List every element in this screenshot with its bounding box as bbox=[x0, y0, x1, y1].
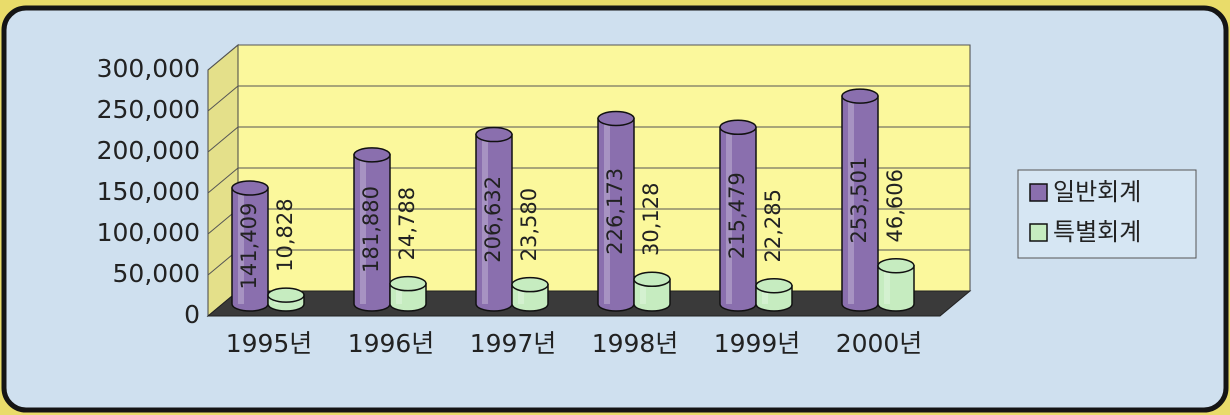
x-tick-label: 1995년 bbox=[226, 329, 313, 358]
cylinder-top bbox=[633, 271, 671, 288]
cylinder-top bbox=[877, 258, 915, 274]
x-tick-label: 2000년 bbox=[836, 329, 923, 358]
cylinder-shine bbox=[848, 96, 854, 304]
x-tick-label: 1998년 bbox=[592, 329, 679, 358]
cylinder-shine bbox=[482, 134, 488, 304]
value-label: 181,880 bbox=[359, 186, 383, 273]
x-tick-label: 1997년 bbox=[470, 329, 557, 358]
y-tick-label: 200,000 bbox=[97, 136, 200, 165]
cylinder-shine bbox=[396, 283, 402, 304]
grid-line bbox=[207, 85, 970, 112]
cylinder-shine bbox=[238, 188, 244, 304]
value-label: 23,580 bbox=[517, 188, 541, 261]
value-label: 215,479 bbox=[725, 172, 749, 259]
legend-swatch bbox=[1029, 183, 1048, 202]
cylinder-top bbox=[267, 287, 305, 303]
cylinder-shine bbox=[518, 284, 524, 304]
cylinder-shine bbox=[640, 279, 646, 304]
cylinder-top bbox=[841, 88, 879, 104]
cylinder bbox=[267, 287, 305, 312]
y-tick-label: 50,000 bbox=[113, 259, 200, 288]
value-label: 141,409 bbox=[237, 203, 261, 290]
x-tick-label: 1999년 bbox=[714, 329, 801, 358]
legend-label: 일반회계 bbox=[1053, 178, 1141, 206]
value-label: 30,128 bbox=[639, 183, 663, 256]
cylinder-top bbox=[511, 276, 549, 293]
cylinder-top bbox=[353, 147, 391, 163]
cylinder-shine bbox=[726, 127, 732, 304]
cylinder-top bbox=[755, 277, 793, 294]
cylinder bbox=[389, 275, 427, 312]
cylinder bbox=[511, 276, 549, 312]
value-label: 22,285 bbox=[761, 189, 785, 262]
value-label: 206,632 bbox=[481, 176, 505, 263]
y-tick-label: 250,000 bbox=[97, 95, 200, 124]
legend-swatch bbox=[1029, 223, 1048, 242]
value-label: 10,828 bbox=[273, 198, 297, 271]
cylinder bbox=[597, 110, 635, 312]
cylinder bbox=[353, 147, 391, 312]
cylinder-shine bbox=[604, 118, 610, 304]
cylinder-top bbox=[389, 275, 427, 292]
cylinder-top bbox=[597, 110, 635, 127]
cylinder-body bbox=[877, 265, 915, 312]
cylinder-shine bbox=[762, 285, 768, 304]
y-tick-label: 100,000 bbox=[97, 218, 200, 247]
cylinder-top bbox=[231, 180, 269, 196]
cylinder-body bbox=[633, 278, 671, 312]
cylinder-shine bbox=[884, 265, 890, 304]
legend-label: 특별회계 bbox=[1053, 218, 1141, 246]
y-tick-label: 0 bbox=[184, 300, 200, 329]
cylinder bbox=[475, 126, 513, 312]
cylinder-top bbox=[475, 126, 513, 143]
x-tick-label: 1996년 bbox=[348, 329, 435, 358]
value-label: 226,173 bbox=[603, 168, 627, 255]
cylinder bbox=[231, 180, 269, 312]
cylinder-shine bbox=[360, 154, 366, 304]
y-tick-label: 300,000 bbox=[97, 54, 200, 83]
value-label: 46,606 bbox=[883, 169, 907, 242]
cylinder bbox=[755, 277, 793, 312]
grid-line bbox=[207, 44, 970, 71]
cylinder bbox=[877, 258, 915, 312]
value-label: 24,788 bbox=[395, 187, 419, 260]
cylinder bbox=[633, 271, 671, 312]
y-tick-label: 150,000 bbox=[97, 177, 200, 206]
cylinder-top bbox=[719, 119, 757, 136]
value-label: 253,501 bbox=[847, 157, 871, 244]
